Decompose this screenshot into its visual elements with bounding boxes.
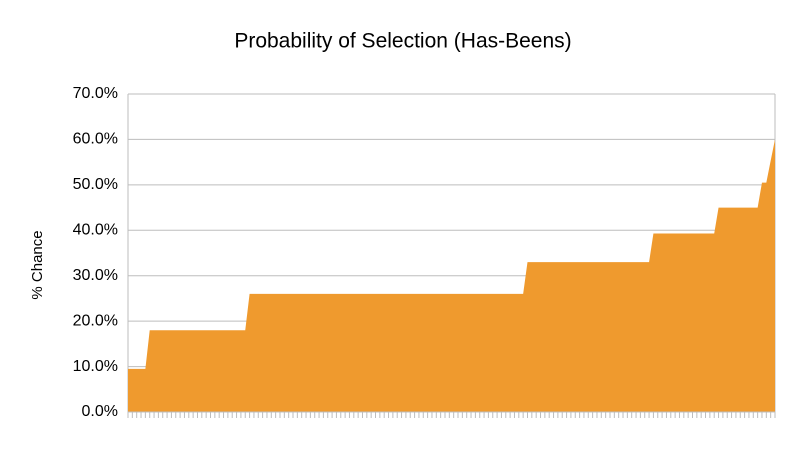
y-tick-label: 20.0% bbox=[73, 312, 118, 329]
area bbox=[128, 139, 775, 412]
chart-title: Probability of Selection (Has-Beens) bbox=[234, 30, 571, 53]
y-tick-label: 0.0% bbox=[82, 403, 118, 420]
y-tick-label: 30.0% bbox=[73, 267, 118, 284]
y-tick-label: 70.0% bbox=[73, 85, 118, 102]
y-tick-label: 10.0% bbox=[73, 358, 118, 375]
y-axis-label: % Chance bbox=[29, 230, 46, 299]
y-tick-label: 40.0% bbox=[73, 222, 118, 239]
y-tick-label: 60.0% bbox=[73, 131, 118, 148]
y-tick-label: 50.0% bbox=[73, 176, 118, 193]
